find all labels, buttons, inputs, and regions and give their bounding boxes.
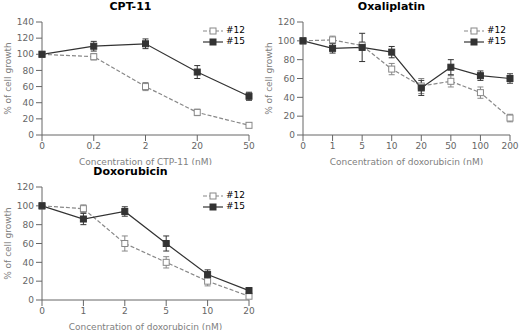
html-text:#15: #15: [226, 36, 245, 46]
svg-text:Concentration of CTP-11 (nM): Concentration of CTP-11 (nM): [79, 157, 212, 165]
svg-text:20: 20: [243, 306, 255, 316]
svg-text:80: 80: [284, 55, 296, 65]
svg-text:5: 5: [359, 141, 365, 151]
svg-text:% of cell growth: % of cell growth: [264, 42, 274, 115]
svg-text:Concentration of doxorubicin (: Concentration of doxorubicin (nM): [69, 322, 223, 330]
svg-text:100: 100: [17, 49, 34, 59]
svg-text:40: 40: [284, 93, 296, 103]
svg-text:% of cell growth: % of cell growth: [8, 42, 13, 115]
html-text:#12: #12: [226, 190, 245, 200]
html-text:#12: #12: [226, 25, 245, 35]
html-text:#15: #15: [226, 201, 245, 211]
html-text:CPT-11: CPT-11: [109, 0, 152, 13]
svg-text:40: 40: [23, 258, 35, 268]
html-text:Oxaliplatin: Oxaliplatin: [357, 0, 426, 13]
svg-text:0: 0: [28, 130, 34, 140]
svg-text:20: 20: [23, 276, 35, 286]
svg-text:60: 60: [23, 82, 35, 92]
svg-text:100: 100: [278, 36, 295, 46]
svg-text:100: 100: [472, 141, 489, 151]
html-text:Doxorubicin: Doxorubicin: [93, 165, 168, 178]
svg-text:50: 50: [243, 141, 255, 151]
svg-text:% of cell growth: % of cell growth: [8, 207, 13, 280]
svg-text:20: 20: [416, 141, 428, 151]
svg-text:0: 0: [28, 295, 34, 305]
svg-text:80: 80: [23, 220, 35, 230]
svg-text:40: 40: [23, 98, 35, 108]
svg-text:0: 0: [289, 130, 295, 140]
svg-text:10: 10: [386, 141, 398, 151]
svg-text:20: 20: [192, 141, 204, 151]
svg-text:10: 10: [202, 306, 214, 316]
svg-text:50: 50: [445, 141, 457, 151]
svg-text:0: 0: [300, 141, 306, 151]
svg-text:1: 1: [81, 306, 87, 316]
html-text:#12: #12: [487, 25, 506, 35]
svg-text:200: 200: [501, 141, 514, 151]
svg-text:80: 80: [23, 66, 35, 76]
svg-text:20: 20: [284, 111, 296, 121]
svg-text:60: 60: [23, 239, 35, 249]
svg-text:120: 120: [17, 33, 34, 43]
svg-text:120: 120: [17, 182, 34, 192]
svg-text:0: 0: [39, 141, 45, 151]
svg-text:60: 60: [284, 74, 296, 84]
svg-text:120: 120: [278, 17, 295, 27]
svg-text:5: 5: [163, 306, 169, 316]
svg-text:0.2: 0.2: [87, 141, 101, 151]
svg-text:1: 1: [330, 141, 336, 151]
svg-text:Concentration of doxorubicin (: Concentration of doxorubicin (nM): [330, 157, 484, 165]
svg-text:2: 2: [122, 306, 128, 316]
svg-text:140: 140: [17, 17, 34, 27]
svg-text:2: 2: [143, 141, 149, 151]
svg-text:0: 0: [39, 306, 45, 316]
svg-text:100: 100: [17, 201, 34, 211]
svg-text:20: 20: [23, 114, 35, 124]
html-text:#15: #15: [487, 36, 506, 46]
